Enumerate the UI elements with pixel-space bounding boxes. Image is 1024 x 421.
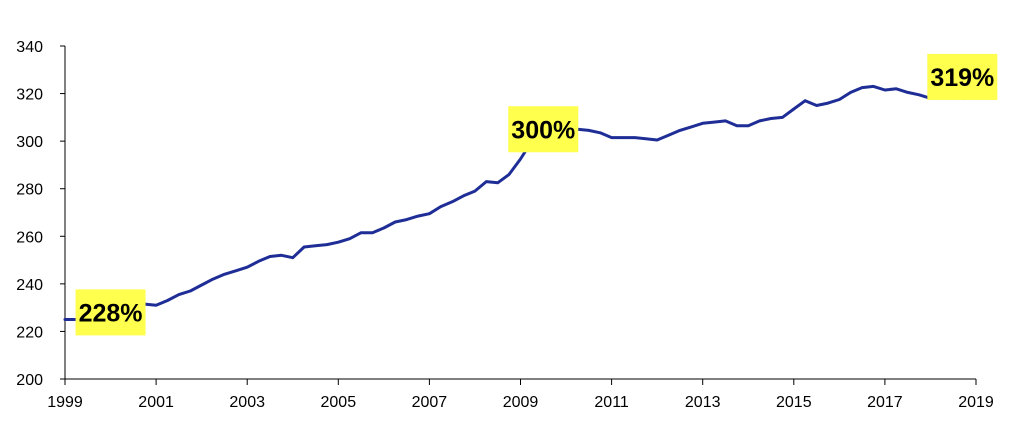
annotation-highlight — [927, 53, 998, 100]
data-point — [291, 256, 294, 259]
x-tick-label: 2019 — [958, 394, 994, 411]
data-point — [177, 293, 181, 296]
data-point — [781, 116, 784, 119]
data-point — [257, 260, 260, 263]
y-tick-label: 320 — [16, 87, 43, 104]
data-point — [633, 136, 636, 139]
data-point — [644, 137, 647, 140]
x-tick-label: 2005 — [321, 394, 357, 411]
data-point — [587, 129, 591, 132]
data-point — [200, 283, 203, 287]
x-tick-label: 2001 — [138, 394, 174, 411]
data-point — [678, 129, 682, 132]
data-point — [667, 133, 670, 137]
data-point — [189, 289, 192, 293]
data-point — [246, 266, 249, 269]
x-tick-label: 2015 — [776, 394, 812, 411]
data-point — [496, 181, 499, 184]
data-point — [485, 180, 488, 183]
y-tick-label: 300 — [16, 134, 43, 151]
data-point — [166, 299, 169, 302]
data-point — [826, 101, 830, 105]
data-point — [462, 194, 465, 198]
data-point — [906, 91, 909, 94]
data-point — [473, 189, 477, 193]
data-point — [450, 200, 454, 203]
data-point — [655, 138, 659, 142]
data-point — [405, 218, 408, 221]
annotation-label: 319% — [930, 64, 994, 92]
data-point — [519, 157, 522, 161]
data-point — [223, 273, 226, 276]
data-point — [735, 124, 739, 127]
data-point — [325, 243, 329, 246]
data-point — [359, 231, 363, 234]
data-point — [507, 173, 511, 176]
data-point — [211, 277, 215, 281]
data-point — [416, 214, 420, 218]
data-point — [917, 93, 921, 96]
x-tick-label: 2017 — [867, 394, 903, 411]
data-point — [769, 117, 773, 120]
data-point — [599, 131, 602, 135]
data-point — [712, 120, 716, 124]
x-tick-label: 2009 — [503, 394, 539, 411]
data-point — [690, 125, 693, 129]
data-point — [234, 269, 238, 272]
data-point — [724, 119, 727, 123]
y-tick-label: 280 — [16, 182, 43, 199]
data-point — [371, 231, 374, 234]
data-point — [314, 244, 317, 247]
y-tick-label: 200 — [16, 372, 43, 389]
annotation-highlight — [508, 106, 579, 153]
data-point — [895, 87, 898, 91]
data-point — [860, 86, 864, 89]
data-point — [849, 91, 852, 94]
x-tick-label: 2013 — [685, 394, 721, 411]
data-point — [302, 245, 306, 249]
y-tick-label: 240 — [16, 277, 43, 294]
x-tick-label: 2003 — [229, 394, 265, 411]
data-point — [348, 237, 351, 240]
data-point — [701, 122, 704, 125]
data-point — [428, 212, 431, 215]
data-point — [838, 98, 841, 101]
y-tick-label: 220 — [16, 324, 43, 341]
data-point — [872, 85, 875, 88]
data-point — [610, 136, 613, 139]
data-point — [337, 241, 340, 244]
data-point — [747, 124, 750, 127]
data-point — [268, 255, 272, 258]
annotation-label: 228% — [79, 299, 143, 327]
x-tick-label: 1999 — [47, 394, 83, 411]
annotations: 228% 300% 319% — [75, 53, 998, 336]
annotation-label: 300% — [511, 116, 575, 144]
annotation-highlight — [75, 289, 146, 336]
data-point — [758, 119, 761, 123]
data-point — [883, 88, 887, 92]
y-tick-label: 260 — [16, 229, 43, 246]
chart-axes: 200 220 240 260 280 300 320 340 1999 2001 2003 2005… — [16, 39, 994, 411]
data-point — [382, 226, 386, 230]
data-point — [280, 254, 283, 257]
data-point — [621, 136, 625, 139]
x-tick-label: 2007 — [412, 394, 448, 411]
x-tick-label: 2011 — [594, 394, 629, 411]
data-point — [154, 304, 158, 307]
data-point — [394, 220, 397, 224]
y-tick-label: 340 — [16, 39, 43, 56]
data-point — [815, 104, 818, 107]
data-point — [803, 99, 807, 102]
data-point — [63, 318, 67, 321]
data-point — [439, 205, 442, 208]
data-point — [792, 107, 795, 111]
